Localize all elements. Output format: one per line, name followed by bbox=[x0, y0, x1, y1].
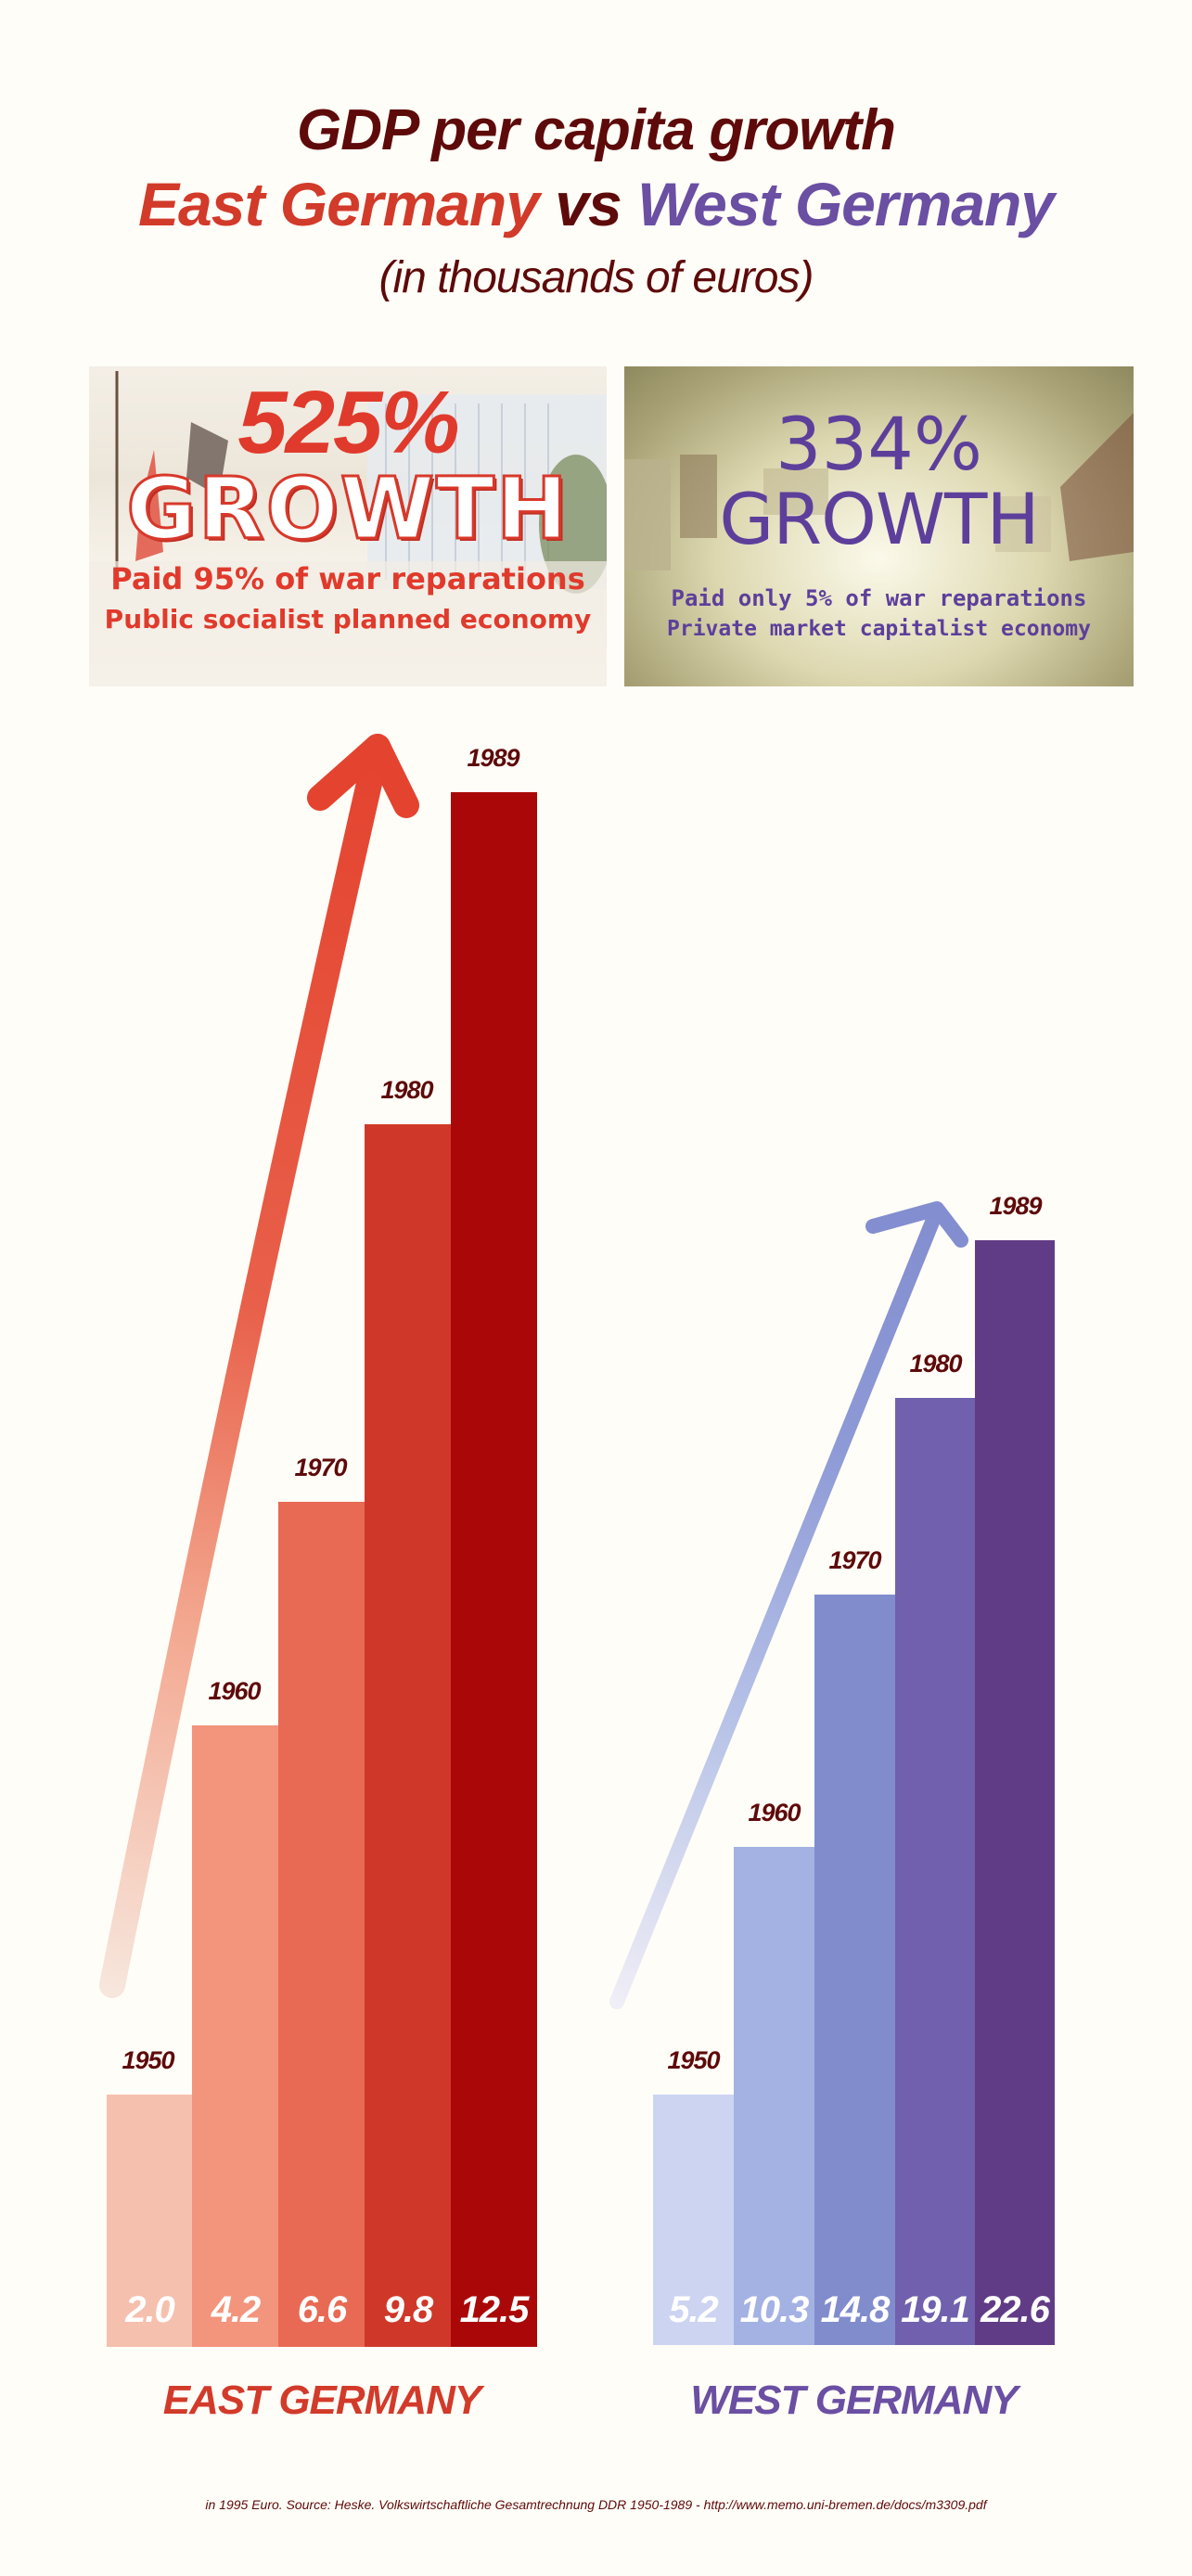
west-value-1970: 14.8 bbox=[820, 2289, 891, 2330]
east-value-1989: 12.5 bbox=[459, 2289, 530, 2330]
east-bar-1960 bbox=[192, 1725, 279, 2347]
east-reparations-note: Paid 95% of war reparations bbox=[110, 561, 585, 596]
east-value-1950: 2.0 bbox=[125, 2289, 175, 2330]
west-year-1989: 1989 bbox=[989, 1192, 1042, 1220]
subtitle-vs: vs bbox=[555, 170, 622, 238]
east-bar-1970 bbox=[278, 1502, 365, 2347]
east-value-1980: 9.8 bbox=[383, 2289, 434, 2330]
east-trend-arrow-icon bbox=[99, 734, 419, 1998]
east-year-1950: 1950 bbox=[122, 2046, 174, 2074]
east-bar-1950 bbox=[107, 2095, 193, 2347]
east-country-label: EAST GERMANY bbox=[162, 2377, 481, 2423]
west-value-1980: 19.1 bbox=[901, 2289, 970, 2330]
west-year-1950: 1950 bbox=[667, 2046, 720, 2074]
east-value-1960: 4.2 bbox=[211, 2289, 262, 2330]
page-subtitle: East Germany vs West Germany bbox=[0, 169, 1192, 239]
west-photo-backdrop bbox=[624, 413, 1134, 570]
west-value-1960: 10.3 bbox=[739, 2289, 810, 2330]
west-bar-1989 bbox=[975, 1240, 1055, 2345]
west-value-1950: 5.2 bbox=[669, 2289, 719, 2330]
west-economy-note: Private market capitalist economy bbox=[667, 617, 1091, 641]
west-growth-word: GROWTH bbox=[719, 478, 1039, 560]
west-bar-1970 bbox=[814, 1595, 895, 2345]
east-photo-backdrop bbox=[89, 371, 607, 686]
east-growth-percent: 525% bbox=[237, 373, 460, 472]
east-year-1960: 1960 bbox=[208, 1677, 261, 1705]
east-economy-note: Public socialist planned economy bbox=[104, 604, 592, 634]
west-reparations-note: Paid only 5% of war reparations bbox=[671, 585, 1087, 611]
east-growth-word: GROWTH bbox=[125, 458, 570, 560]
units-note: (in thousands of euros) bbox=[378, 253, 814, 302]
west-bar-1980 bbox=[895, 1398, 975, 2345]
west-growth-percent: 334% bbox=[775, 404, 982, 487]
source-footnote: in 1995 Euro. Source: Heske. Volkswirtsc… bbox=[205, 2497, 987, 2512]
west-year-1970: 1970 bbox=[828, 1546, 881, 1574]
east-bar-1989 bbox=[451, 792, 537, 2347]
west-bar-1950 bbox=[653, 2095, 734, 2345]
page-title: GDP per capita growth bbox=[296, 98, 896, 162]
west-bar-1960 bbox=[734, 1847, 814, 2345]
east-value-1970: 6.6 bbox=[297, 2289, 348, 2330]
east-growth-panel: 525% GROWTH Paid 95% of war reparations … bbox=[89, 366, 607, 686]
east-bar-1980 bbox=[365, 1124, 452, 2347]
subtitle-east: East Germany bbox=[138, 170, 540, 238]
east-year-1989: 1989 bbox=[467, 744, 519, 772]
east-year-1980: 1980 bbox=[380, 1076, 433, 1104]
west-value-1989: 22.6 bbox=[981, 2289, 1050, 2330]
west-year-1960: 1960 bbox=[748, 1799, 801, 1826]
east-year-1970: 1970 bbox=[294, 1454, 347, 1481]
subtitle-west: West Germany bbox=[637, 170, 1055, 238]
west-growth-panel: 334% GROWTH Paid only 5% of war reparati… bbox=[624, 366, 1134, 686]
west-country-label: WEST GERMANY bbox=[690, 2377, 1018, 2423]
west-year-1980: 1980 bbox=[909, 1350, 962, 1378]
west-trend-arrow-icon bbox=[609, 1201, 968, 2009]
